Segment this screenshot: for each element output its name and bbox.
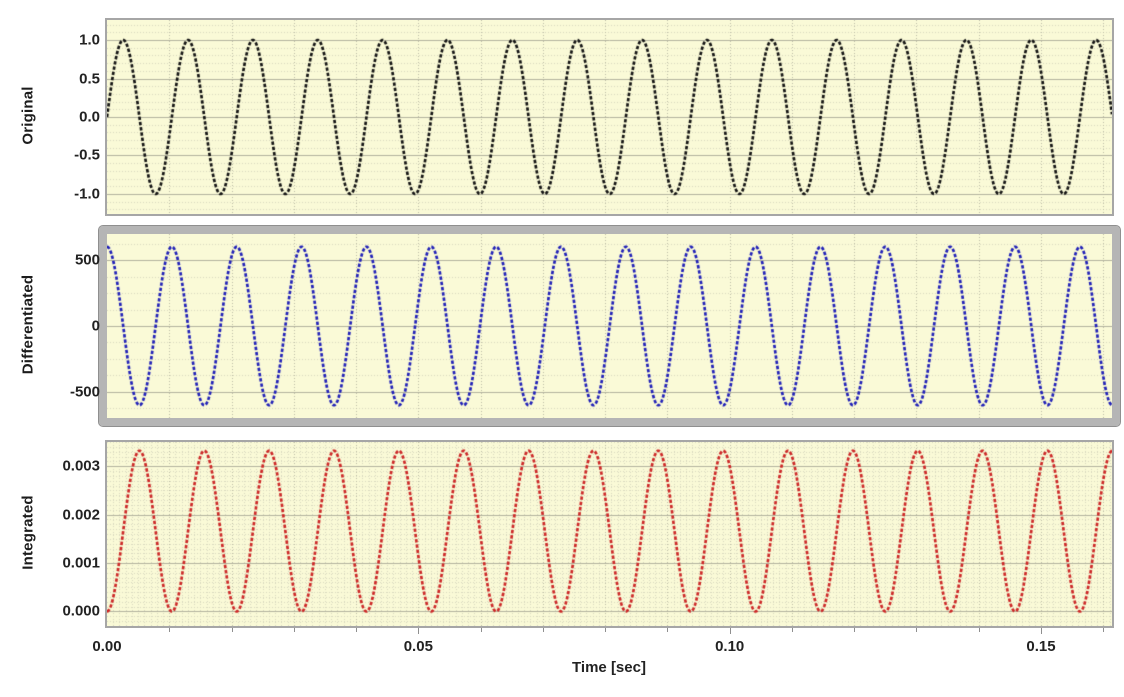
- differentiated-axis-title: Differentiated: [19, 274, 37, 375]
- integrated-ytick-label: 0.003: [62, 457, 100, 475]
- xtick-label: 0.05: [403, 638, 433, 655]
- x-axis-tickmark: [792, 628, 793, 632]
- x-axis-tickmark: [667, 628, 668, 632]
- xtick-label: 0.00: [92, 638, 122, 655]
- integrated-ytick-label: 0.001: [62, 554, 100, 572]
- differentiated-plot-canvas[interactable]: [107, 234, 1112, 418]
- differentiated-ytick-label: 0: [91, 317, 100, 335]
- original-axis-title: Original: [19, 86, 37, 145]
- x-axis-tickmark: [232, 628, 233, 632]
- original-ytick-label: 1.0: [79, 31, 100, 49]
- original-ytick-label: 0.0: [79, 108, 100, 126]
- x-axis-tickmark: [1103, 628, 1104, 632]
- original-plot-frame: [105, 18, 1114, 216]
- x-axis-tickmark: [543, 628, 544, 632]
- x-axis-tickmark: [418, 628, 419, 634]
- x-axis-tickmark: [1041, 628, 1042, 634]
- differentiated-ytick-label: -500: [69, 383, 100, 401]
- xtick-label: 0.15: [1026, 638, 1056, 655]
- xtick-label: 0.10: [715, 638, 745, 655]
- x-axis-tickmark: [356, 628, 357, 632]
- original-plot-canvas[interactable]: [107, 20, 1112, 214]
- x-axis-tickmark: [854, 628, 855, 632]
- differentiated-plot-frame: [98, 225, 1121, 427]
- x-axis-tickmark: [169, 628, 170, 632]
- original-ytick-label: -0.5: [74, 146, 100, 164]
- x-axis-tickmark: [979, 628, 980, 632]
- integrated-plot-canvas[interactable]: [107, 442, 1112, 626]
- integrated-ytick-label: 0.000: [62, 602, 100, 620]
- x-axis-tickmark: [294, 628, 295, 632]
- integrated-axis-title: Integrated: [19, 495, 37, 570]
- x-axis-tickmark: [481, 628, 482, 632]
- differentiated-ytick-label: 500: [74, 251, 100, 269]
- original-ytick-label: 0.5: [79, 70, 100, 87]
- x-axis-tickmark: [605, 628, 606, 632]
- integrated-ytick-label: 0.002: [62, 506, 100, 524]
- x-axis-tickmark: [730, 628, 731, 634]
- integrated-plot-frame: [105, 440, 1114, 628]
- x-axis-tickmark: [916, 628, 917, 632]
- original-ytick-label: -1.0: [74, 185, 100, 203]
- x-axis-title: Time [sec]: [572, 659, 646, 676]
